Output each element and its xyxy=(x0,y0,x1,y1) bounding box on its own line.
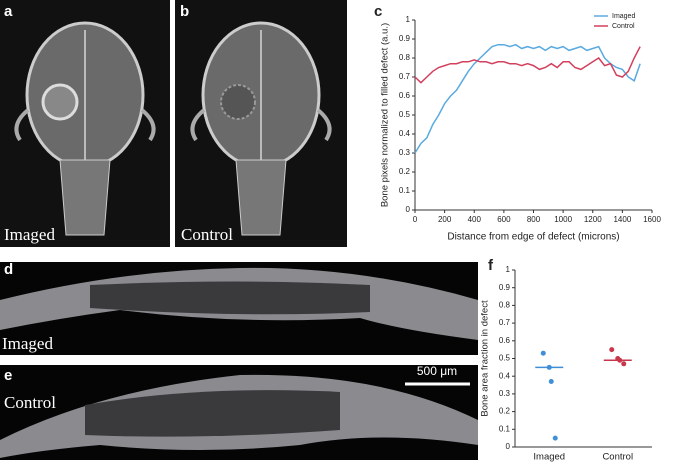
data-point xyxy=(609,347,615,353)
y-tick-label: 0.4 xyxy=(399,129,411,138)
legend-label: Control xyxy=(612,23,635,30)
y-tick-label: 0.4 xyxy=(499,371,511,380)
y-tick-label: 0.5 xyxy=(499,354,511,363)
y-tick-label: 0.8 xyxy=(499,301,511,310)
skull-image xyxy=(175,0,347,247)
x-tick-label: 1600 xyxy=(643,215,661,224)
data-point xyxy=(621,361,627,367)
y-tick-label: 0.7 xyxy=(499,318,511,327)
panel-label: d xyxy=(4,261,13,278)
scale-bar-label: 500 μm xyxy=(417,364,457,378)
histology-image xyxy=(0,262,478,355)
y-tick-label: 1 xyxy=(406,15,411,24)
y-tick-label: 0.8 xyxy=(399,53,411,62)
y-tick-label: 0.6 xyxy=(399,91,411,100)
x-tick-label: 1400 xyxy=(613,215,631,224)
data-point xyxy=(552,435,558,441)
image-caption: Control xyxy=(4,393,56,412)
data-point xyxy=(548,379,554,385)
x-axis-label: Distance from edge of defect (microns) xyxy=(447,232,619,243)
x-tick-label: 800 xyxy=(527,215,541,224)
x-tick-label: Imaged xyxy=(533,452,565,463)
x-tick-label: 200 xyxy=(438,215,452,224)
data-point xyxy=(540,350,546,356)
panel-label: c xyxy=(374,3,382,20)
panel-label: f xyxy=(488,257,494,274)
x-tick-label: Control xyxy=(602,452,633,463)
y-tick-label: 0.2 xyxy=(399,167,411,176)
y-axis-label: Bone pixels normalized to filled defect … xyxy=(380,23,391,207)
data-line xyxy=(414,46,641,84)
image-caption: Imaged xyxy=(4,225,55,244)
y-tick-label: 0.1 xyxy=(499,424,511,433)
y-tick-label: 0 xyxy=(406,205,411,214)
y-tick-label: 0.3 xyxy=(399,148,411,157)
y-tick-label: 0.9 xyxy=(399,34,411,43)
y-tick-label: 0.5 xyxy=(399,110,411,119)
y-tick-label: 0.1 xyxy=(399,186,411,195)
histology-image xyxy=(0,365,478,460)
panel-label: b xyxy=(180,3,189,20)
y-tick-label: 0.2 xyxy=(499,407,511,416)
y-tick-label: 0 xyxy=(506,442,511,451)
legend-label: Imaged xyxy=(612,13,635,20)
data-line xyxy=(414,43,641,154)
skull-image xyxy=(0,0,170,247)
y-tick-label: 0.9 xyxy=(499,283,511,292)
image-caption: Control xyxy=(181,225,233,244)
y-tick-label: 0.7 xyxy=(399,72,411,81)
x-tick-label: 400 xyxy=(468,215,482,224)
x-tick-label: 600 xyxy=(497,215,511,224)
x-tick-label: 0 xyxy=(413,215,418,224)
image-caption: Imaged xyxy=(2,334,53,353)
panel-label: a xyxy=(4,3,13,20)
x-tick-label: 1000 xyxy=(554,215,572,224)
x-tick-label: 1200 xyxy=(584,215,602,224)
y-tick-label: 0.3 xyxy=(499,389,511,398)
panel-label: e xyxy=(4,367,12,384)
y-axis-label: Bone area fraction in defect xyxy=(480,300,491,417)
y-tick-label: 1 xyxy=(506,265,511,274)
y-tick-label: 0.6 xyxy=(499,336,511,345)
